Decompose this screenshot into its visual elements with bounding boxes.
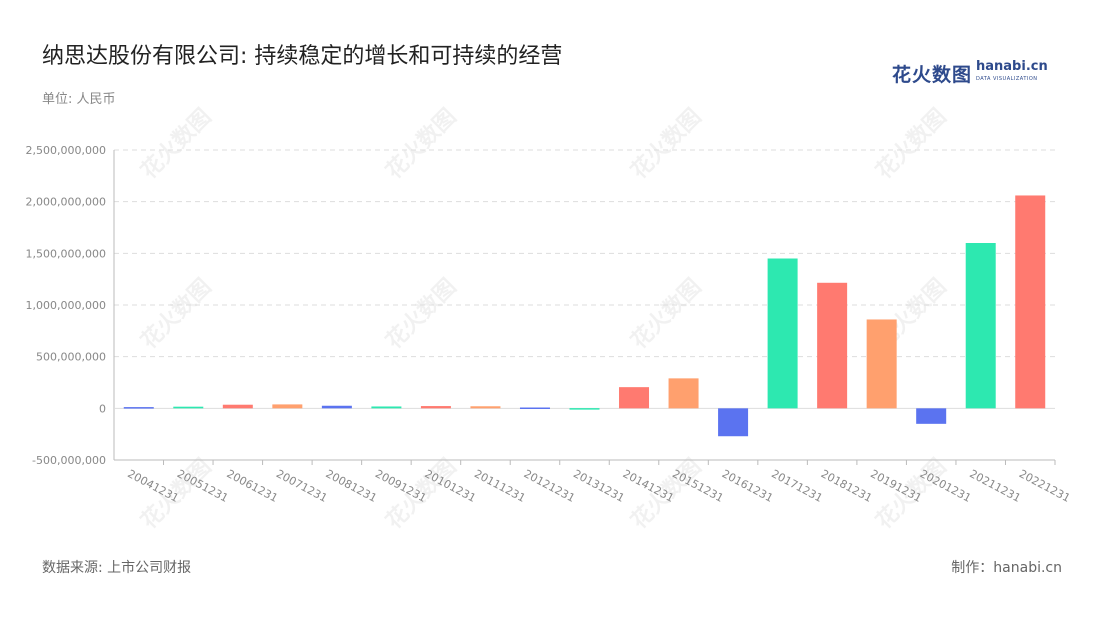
x-tick-label: 20171231 [769,467,825,505]
watermark-logo: 花火数图 [626,104,707,185]
bar-20141231 [619,387,650,409]
watermark-logo: 花火数图 [381,104,462,185]
x-tick-label: 20081231 [323,467,379,505]
bar-20161231 [718,408,749,437]
logo-sub-text: DATA VISUALIZATION [976,76,1038,82]
watermark-logo: 花火数图 [136,104,217,185]
y-tick-label: 500,000,000 [36,351,106,364]
bar-20081231 [321,405,352,409]
data-source: 数据来源: 上市公司财报 [42,560,192,576]
x-tick-label: 20061231 [224,467,280,505]
y-tick-label: 1,000,000,000 [26,299,106,312]
x-tick-label: 20111231 [472,467,528,505]
bar-20041231 [123,407,154,409]
bar-20111231 [470,406,501,409]
x-tick-label: 20211231 [967,467,1023,505]
x-tick-label: 20131231 [571,467,627,505]
bar-20181231 [817,282,848,409]
watermark-logo: 花火数图 [136,274,217,355]
bar-20091231 [371,406,402,409]
y-tick-label: 0 [99,402,106,415]
y-tick-label: 2,000,000,000 [26,196,106,209]
page-title: 纳思达股份有限公司: 持续稳定的增长和可持续的经营 [42,44,563,69]
logo-cn-text: 花火数图 [892,64,973,86]
x-tick-label: 20071231 [274,467,330,505]
logo-en-text: hanabi.cn [976,59,1048,74]
x-tick-label: 20181231 [819,467,875,505]
x-tick-label: 20121231 [522,467,578,505]
y-tick-label: 1,500,000,000 [26,247,106,260]
maker-credit: 制作：hanabi.cn [951,560,1062,576]
x-tick-label: 20221231 [1017,467,1073,505]
watermark-logo: 花火数图 [626,274,707,355]
y-tick-label: 2,500,000,000 [26,144,106,157]
bar-20191231 [866,319,897,409]
bar-20061231 [222,404,253,409]
x-tick-label: 20161231 [720,467,776,505]
bar-20171231 [767,258,798,409]
bar-20101231 [420,406,451,409]
bar-20071231 [272,404,303,409]
bar-20151231 [668,378,699,409]
bar-20131231 [569,408,600,410]
watermark-logo: 花火数图 [381,274,462,355]
bar-20051231 [173,406,204,409]
bar-20221231 [1015,195,1046,409]
bar-20211231 [965,243,996,409]
watermark-logo: 花火数图 [871,104,952,185]
brand-logo: 花火数图 hanabi.cn DATA VISUALIZATION [892,58,1048,88]
bar-20121231 [519,407,550,410]
bar-20201231 [916,408,947,424]
y-tick-label: -500,000,000 [32,454,106,467]
unit-label: 单位: 人民币 [42,92,116,107]
